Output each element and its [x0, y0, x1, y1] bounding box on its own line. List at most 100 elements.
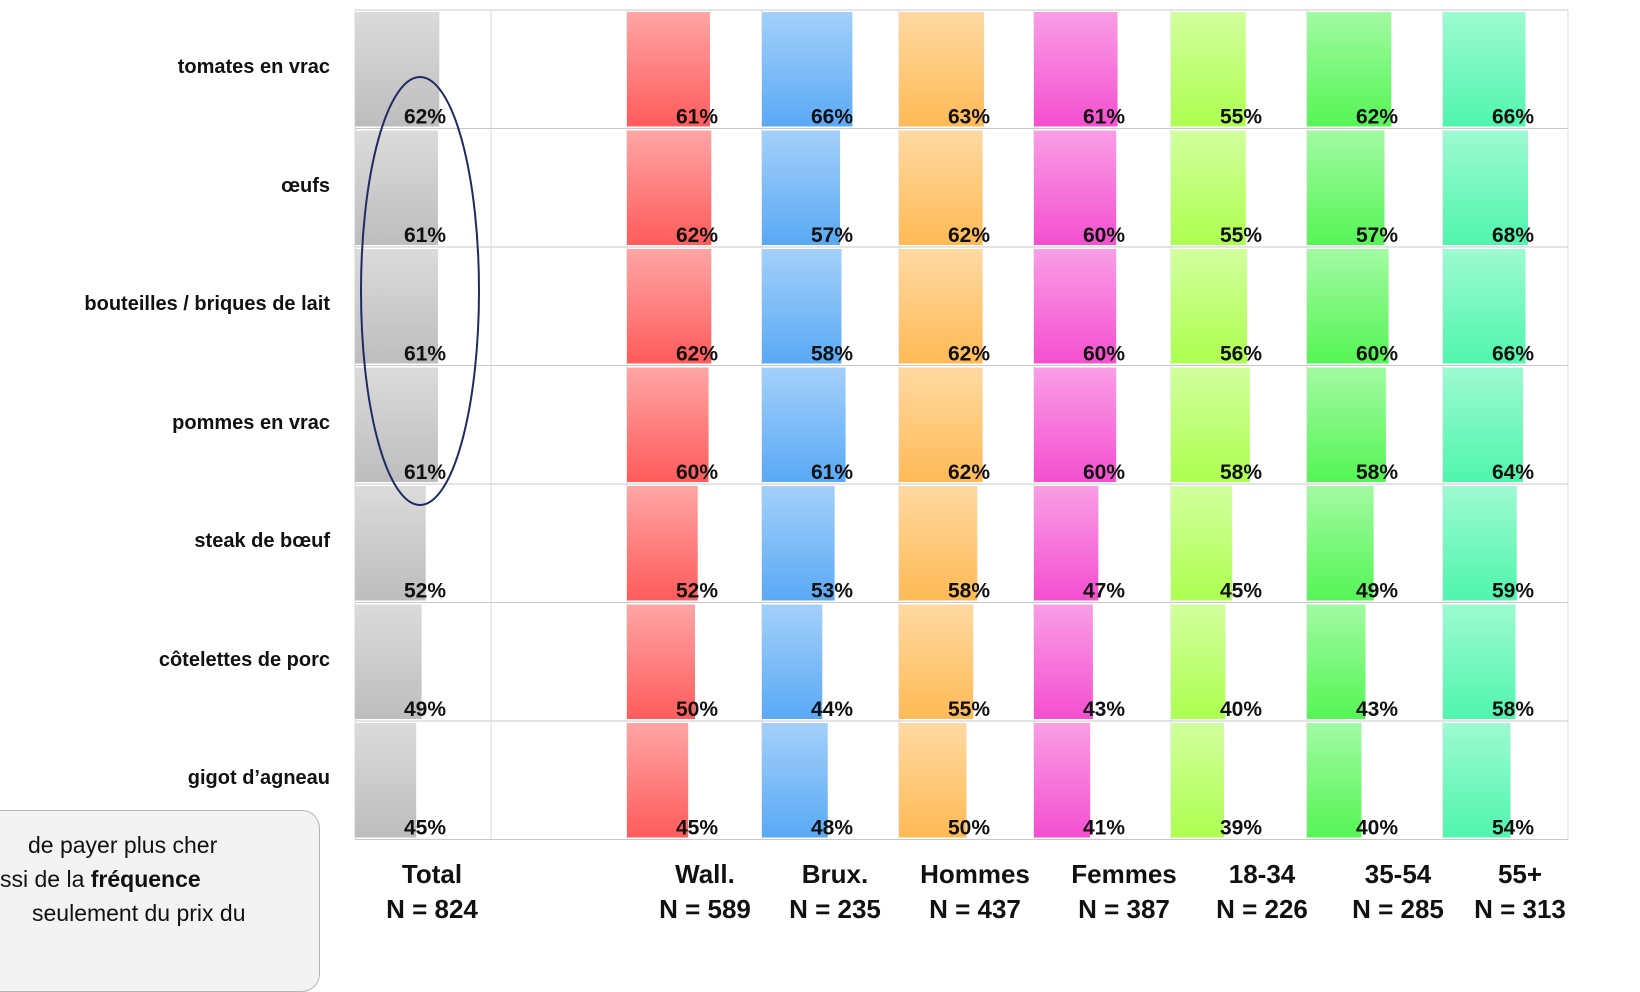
data-label: 57% [1356, 224, 1398, 247]
bar [762, 486, 835, 601]
bar [1443, 12, 1526, 127]
bar [1171, 12, 1246, 127]
callout-line-2-prefix: ssi de la [0, 866, 91, 892]
bar [1443, 723, 1511, 838]
data-label: 41% [1083, 817, 1125, 840]
highlight-ellipse [360, 76, 480, 506]
bar [1034, 130, 1117, 245]
category-label: gigot d’agneau [187, 767, 330, 789]
data-label: 60% [1083, 343, 1125, 366]
bar [762, 130, 841, 245]
category-label: tomates en vrac [177, 56, 330, 78]
column-header-name: Hommes [920, 859, 1030, 889]
data-label: 66% [811, 106, 853, 129]
bar [1171, 249, 1248, 364]
bar [762, 367, 846, 482]
bar [899, 249, 983, 364]
data-label: 44% [811, 698, 853, 721]
bar [899, 486, 978, 601]
data-label: 61% [676, 106, 718, 129]
data-label: 60% [1083, 224, 1125, 247]
callout-line-2-bold: fréquence [90, 866, 201, 892]
bar [1171, 130, 1246, 245]
column-header-n: N = 285 [1352, 894, 1444, 924]
data-label: 50% [948, 817, 990, 840]
column-header-n: N = 589 [659, 894, 751, 924]
data-label: 63% [948, 106, 990, 129]
data-label: 62% [948, 224, 990, 247]
column-header-name: Wall. [675, 859, 735, 889]
column-header: Total N = 824 [357, 858, 507, 925]
bar [627, 249, 712, 364]
data-label: 61% [811, 461, 853, 484]
bar [1443, 486, 1517, 601]
bar [627, 367, 709, 482]
data-label: 39% [1220, 817, 1262, 840]
data-label: 62% [404, 106, 446, 129]
data-label: 60% [1083, 461, 1125, 484]
data-label: 62% [948, 343, 990, 366]
chart-bars [355, 12, 1528, 838]
column-header-name: 35-54 [1364, 859, 1432, 889]
bar [1034, 486, 1099, 601]
bar [627, 723, 689, 838]
bar [899, 367, 983, 482]
chart-data-labels: 62% 61% 61% 61% 52% 49% 45% 61% 62% 62% 60% 52% 50% 4… [404, 106, 1534, 840]
bar [1034, 604, 1093, 719]
data-label: 62% [676, 224, 718, 247]
column-header: Femmes N = 387 [1049, 858, 1199, 925]
data-label: 68% [1492, 224, 1534, 247]
bar [355, 604, 422, 719]
bar [1443, 249, 1526, 364]
column-header-name: Femmes [1071, 859, 1177, 889]
data-label: 55% [948, 698, 990, 721]
category-label: bouteilles / briques de lait [84, 293, 330, 315]
bar [762, 723, 828, 838]
bar [1307, 249, 1389, 364]
bar [355, 486, 426, 601]
data-label: 49% [404, 698, 446, 721]
bar [1307, 604, 1366, 719]
bar [1171, 723, 1225, 838]
data-label: 61% [1083, 106, 1125, 129]
data-label: 61% [404, 224, 446, 247]
data-label: 45% [404, 817, 446, 840]
column-header-n: N = 824 [386, 894, 478, 924]
data-label: 52% [676, 580, 718, 603]
bar [1171, 486, 1233, 601]
column-header: Brux. N = 235 [760, 858, 910, 925]
data-label: 48% [811, 817, 853, 840]
column-header: Hommes N = 437 [900, 858, 1050, 925]
column-header-n: N = 226 [1216, 894, 1308, 924]
bar [1307, 367, 1386, 482]
column-header: 55+ N = 313 [1445, 858, 1595, 925]
bar [627, 486, 698, 601]
column-header-name: Brux. [801, 859, 869, 889]
data-label: 57% [811, 224, 853, 247]
column-header-n: N = 235 [789, 894, 881, 924]
bar [1171, 604, 1226, 719]
bar [1443, 130, 1528, 245]
bar [899, 130, 983, 245]
category-label: côtelettes de porc [158, 648, 330, 671]
bar [1171, 367, 1250, 482]
data-label: 58% [1492, 698, 1534, 721]
column-header-n: N = 313 [1474, 894, 1566, 924]
column-header-name: 18-34 [1228, 859, 1296, 889]
data-label: 55% [1220, 106, 1262, 129]
data-label: 61% [404, 343, 446, 366]
bar [355, 249, 438, 364]
data-label: 40% [1356, 817, 1398, 840]
bar [762, 12, 853, 127]
data-label: 66% [1492, 106, 1534, 129]
column-header-name: Total [401, 859, 463, 889]
data-label: 60% [1356, 343, 1398, 366]
data-label: 45% [1220, 580, 1262, 603]
data-label: 43% [1083, 698, 1125, 721]
chart-canvas: 62% 61% 61% 61% 52% 49% 45% 61% 62% 62% 60% 52% 50% 4… [354, 9, 1569, 840]
data-label: 55% [1220, 224, 1262, 247]
callout-line-3: seulement du prix du [32, 900, 246, 926]
bar [899, 723, 967, 838]
data-label: 66% [1492, 343, 1534, 366]
category-label: steak de bœuf [194, 530, 330, 552]
